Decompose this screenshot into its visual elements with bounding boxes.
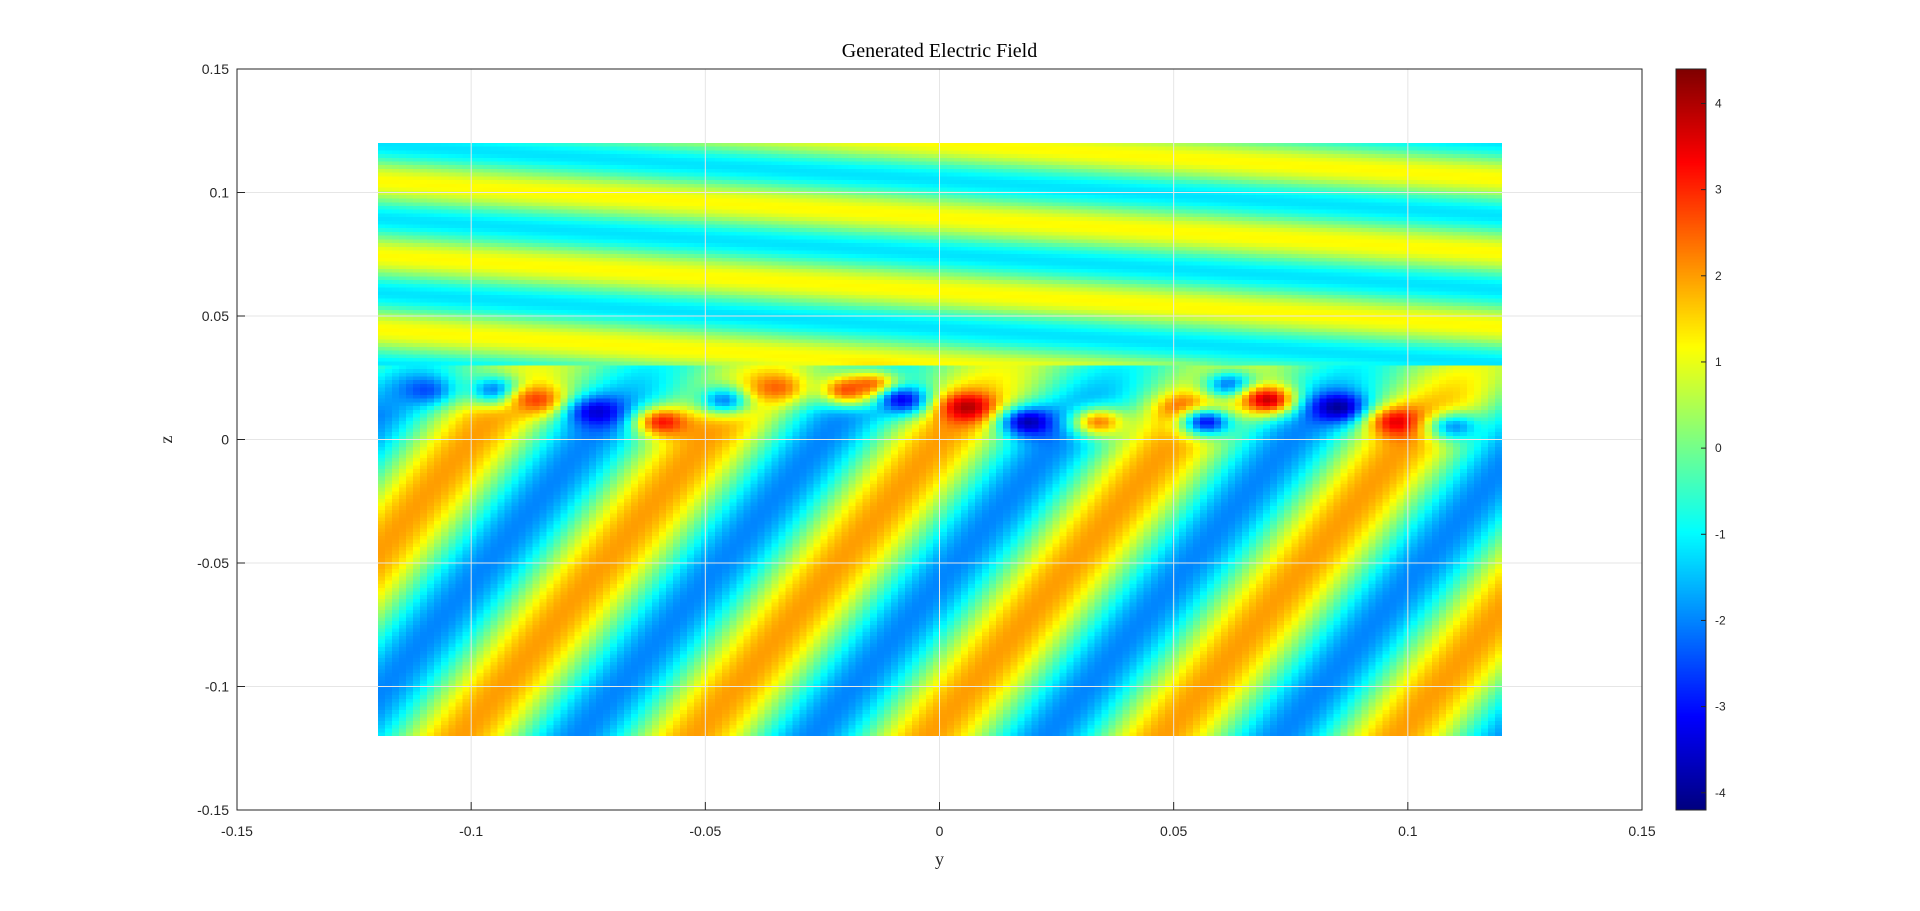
colorbar-gradient [1676,69,1706,810]
x-axis-label: y [935,849,944,869]
y-tick-label: -0.05 [197,555,229,571]
x-tick-label: 0.05 [1160,823,1187,839]
x-tick-label: -0.15 [221,823,253,839]
y-tick-label: 0 [221,432,229,448]
y-tick-label: -0.1 [205,679,229,695]
y-axis-label: z [156,436,176,444]
colorbar-tick-label: -1 [1715,527,1726,541]
colorbar-tick-label: 4 [1715,96,1722,110]
y-tick-label: 0.15 [202,61,229,77]
chart-title: Generated Electric Field [842,40,1037,62]
colorbar-ticks: 4 3 2 1 0 -1 -2 -3 -4 [1701,96,1726,800]
colorbar-tick-label: 3 [1715,183,1722,197]
colorbar-tick-label: -4 [1715,786,1726,800]
colorbar-tick-label: 1 [1715,355,1722,369]
y-ticks: 0.15 0.1 0.05 0 -0.05 -0.1 -0.15 [197,61,245,818]
colorbar-tick-label: 2 [1715,269,1722,283]
colorbar-box [1675,68,1707,811]
x-ticks: -0.15 -0.1 -0.05 0 0.05 0.1 0.15 [221,802,1656,839]
colorbar-tick-label: 0 [1715,441,1722,455]
x-tick-label: 0.1 [1398,823,1418,839]
grid-lines [236,68,1643,811]
x-tick-label: 0 [936,823,944,839]
x-tick-label: 0.15 [1628,823,1655,839]
y-tick-label: -0.15 [197,802,229,818]
x-tick-label: -0.05 [689,823,721,839]
colorbar-tick-label: -3 [1715,700,1726,714]
y-tick-label: 0.05 [202,308,229,324]
colorbar-tick-label: -2 [1715,613,1726,627]
x-tick-label: -0.1 [459,823,483,839]
y-tick-label: 0.1 [210,185,230,201]
